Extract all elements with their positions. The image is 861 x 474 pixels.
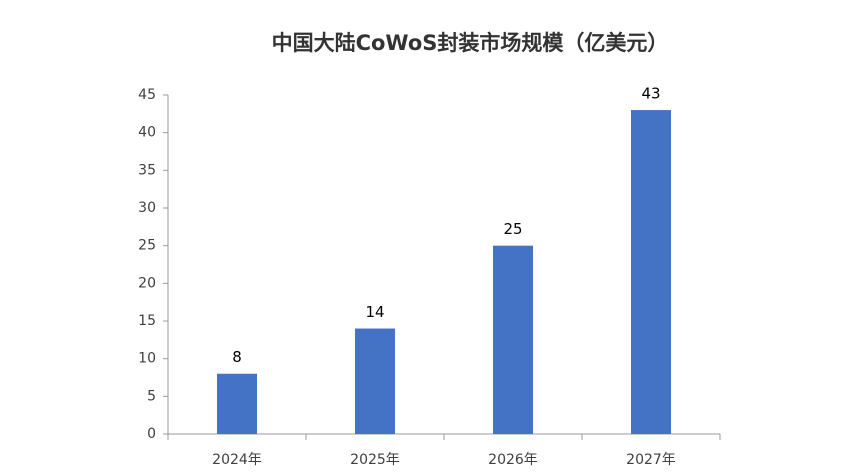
x-tick-label: 2024年 <box>212 452 262 468</box>
chart-title: 中国大陆CoWoS封装市场规模（亿美元） <box>272 31 669 55</box>
x-tick-label: 2027年 <box>626 452 676 468</box>
data-label: 14 <box>365 303 384 321</box>
bar <box>217 373 257 434</box>
y-tick-label: 15 <box>138 313 156 329</box>
bar <box>493 245 533 434</box>
y-tick-label: 5 <box>147 388 156 404</box>
x-tick-label: 2025年 <box>350 452 400 468</box>
x-tick-label: 2026年 <box>488 452 538 468</box>
data-label: 8 <box>232 348 242 366</box>
bar <box>355 328 395 434</box>
y-tick-label: 10 <box>138 351 156 367</box>
y-tick-label: 25 <box>138 238 156 254</box>
y-tick-label: 0 <box>147 426 156 442</box>
data-label: 43 <box>641 85 660 103</box>
y-tick-label: 35 <box>138 162 156 178</box>
y-tick-label: 45 <box>138 87 156 103</box>
bar <box>631 110 671 435</box>
data-label: 25 <box>503 220 522 238</box>
y-tick-label: 30 <box>138 200 156 216</box>
y-tick-label: 20 <box>138 275 156 291</box>
y-tick-label: 40 <box>138 125 156 141</box>
